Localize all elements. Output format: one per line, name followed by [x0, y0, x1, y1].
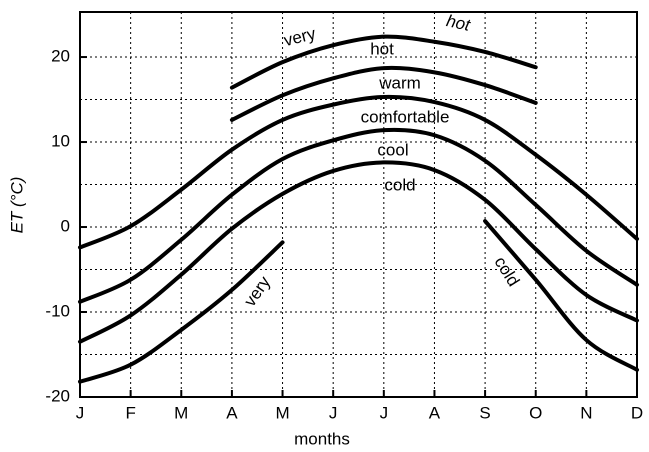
- curve: [229, 65, 538, 122]
- y-tick-label: 0: [61, 217, 70, 236]
- curve: [229, 34, 538, 90]
- y-axis-label: ET (°C): [7, 177, 26, 234]
- y-tick-label: -20: [45, 386, 70, 405]
- annotation: hot: [370, 39, 394, 58]
- annotation: very: [282, 24, 318, 50]
- annotation: cool: [377, 140, 408, 159]
- curve: [78, 127, 639, 304]
- x-tick-label: S: [479, 403, 490, 422]
- x-axis-label: months: [294, 429, 350, 448]
- x-tick-label: O: [529, 403, 542, 422]
- x-tick-label: J: [380, 403, 389, 422]
- x-tick-label: N: [580, 403, 592, 422]
- x-tick-label: A: [429, 403, 441, 422]
- annotation: warm: [378, 73, 421, 92]
- y-tick-label: 10: [51, 132, 70, 151]
- x-tick-label: J: [76, 403, 85, 422]
- x-tick-label: A: [226, 403, 238, 422]
- y-tick-label: -10: [45, 301, 70, 320]
- annotation: hot: [445, 11, 473, 35]
- y-tick-label: 20: [51, 47, 70, 66]
- x-tick-label: M: [275, 403, 289, 422]
- annotation: cold: [384, 175, 415, 194]
- annotation: comfortable: [361, 107, 450, 126]
- plot-frame: [79, 11, 638, 398]
- x-tick-label: F: [125, 403, 135, 422]
- curve: [78, 94, 639, 250]
- curve: [78, 160, 639, 344]
- x-tick-label: D: [631, 403, 643, 422]
- curve: [78, 219, 639, 384]
- x-tick-label: M: [174, 403, 188, 422]
- x-tick-label: J: [329, 403, 338, 422]
